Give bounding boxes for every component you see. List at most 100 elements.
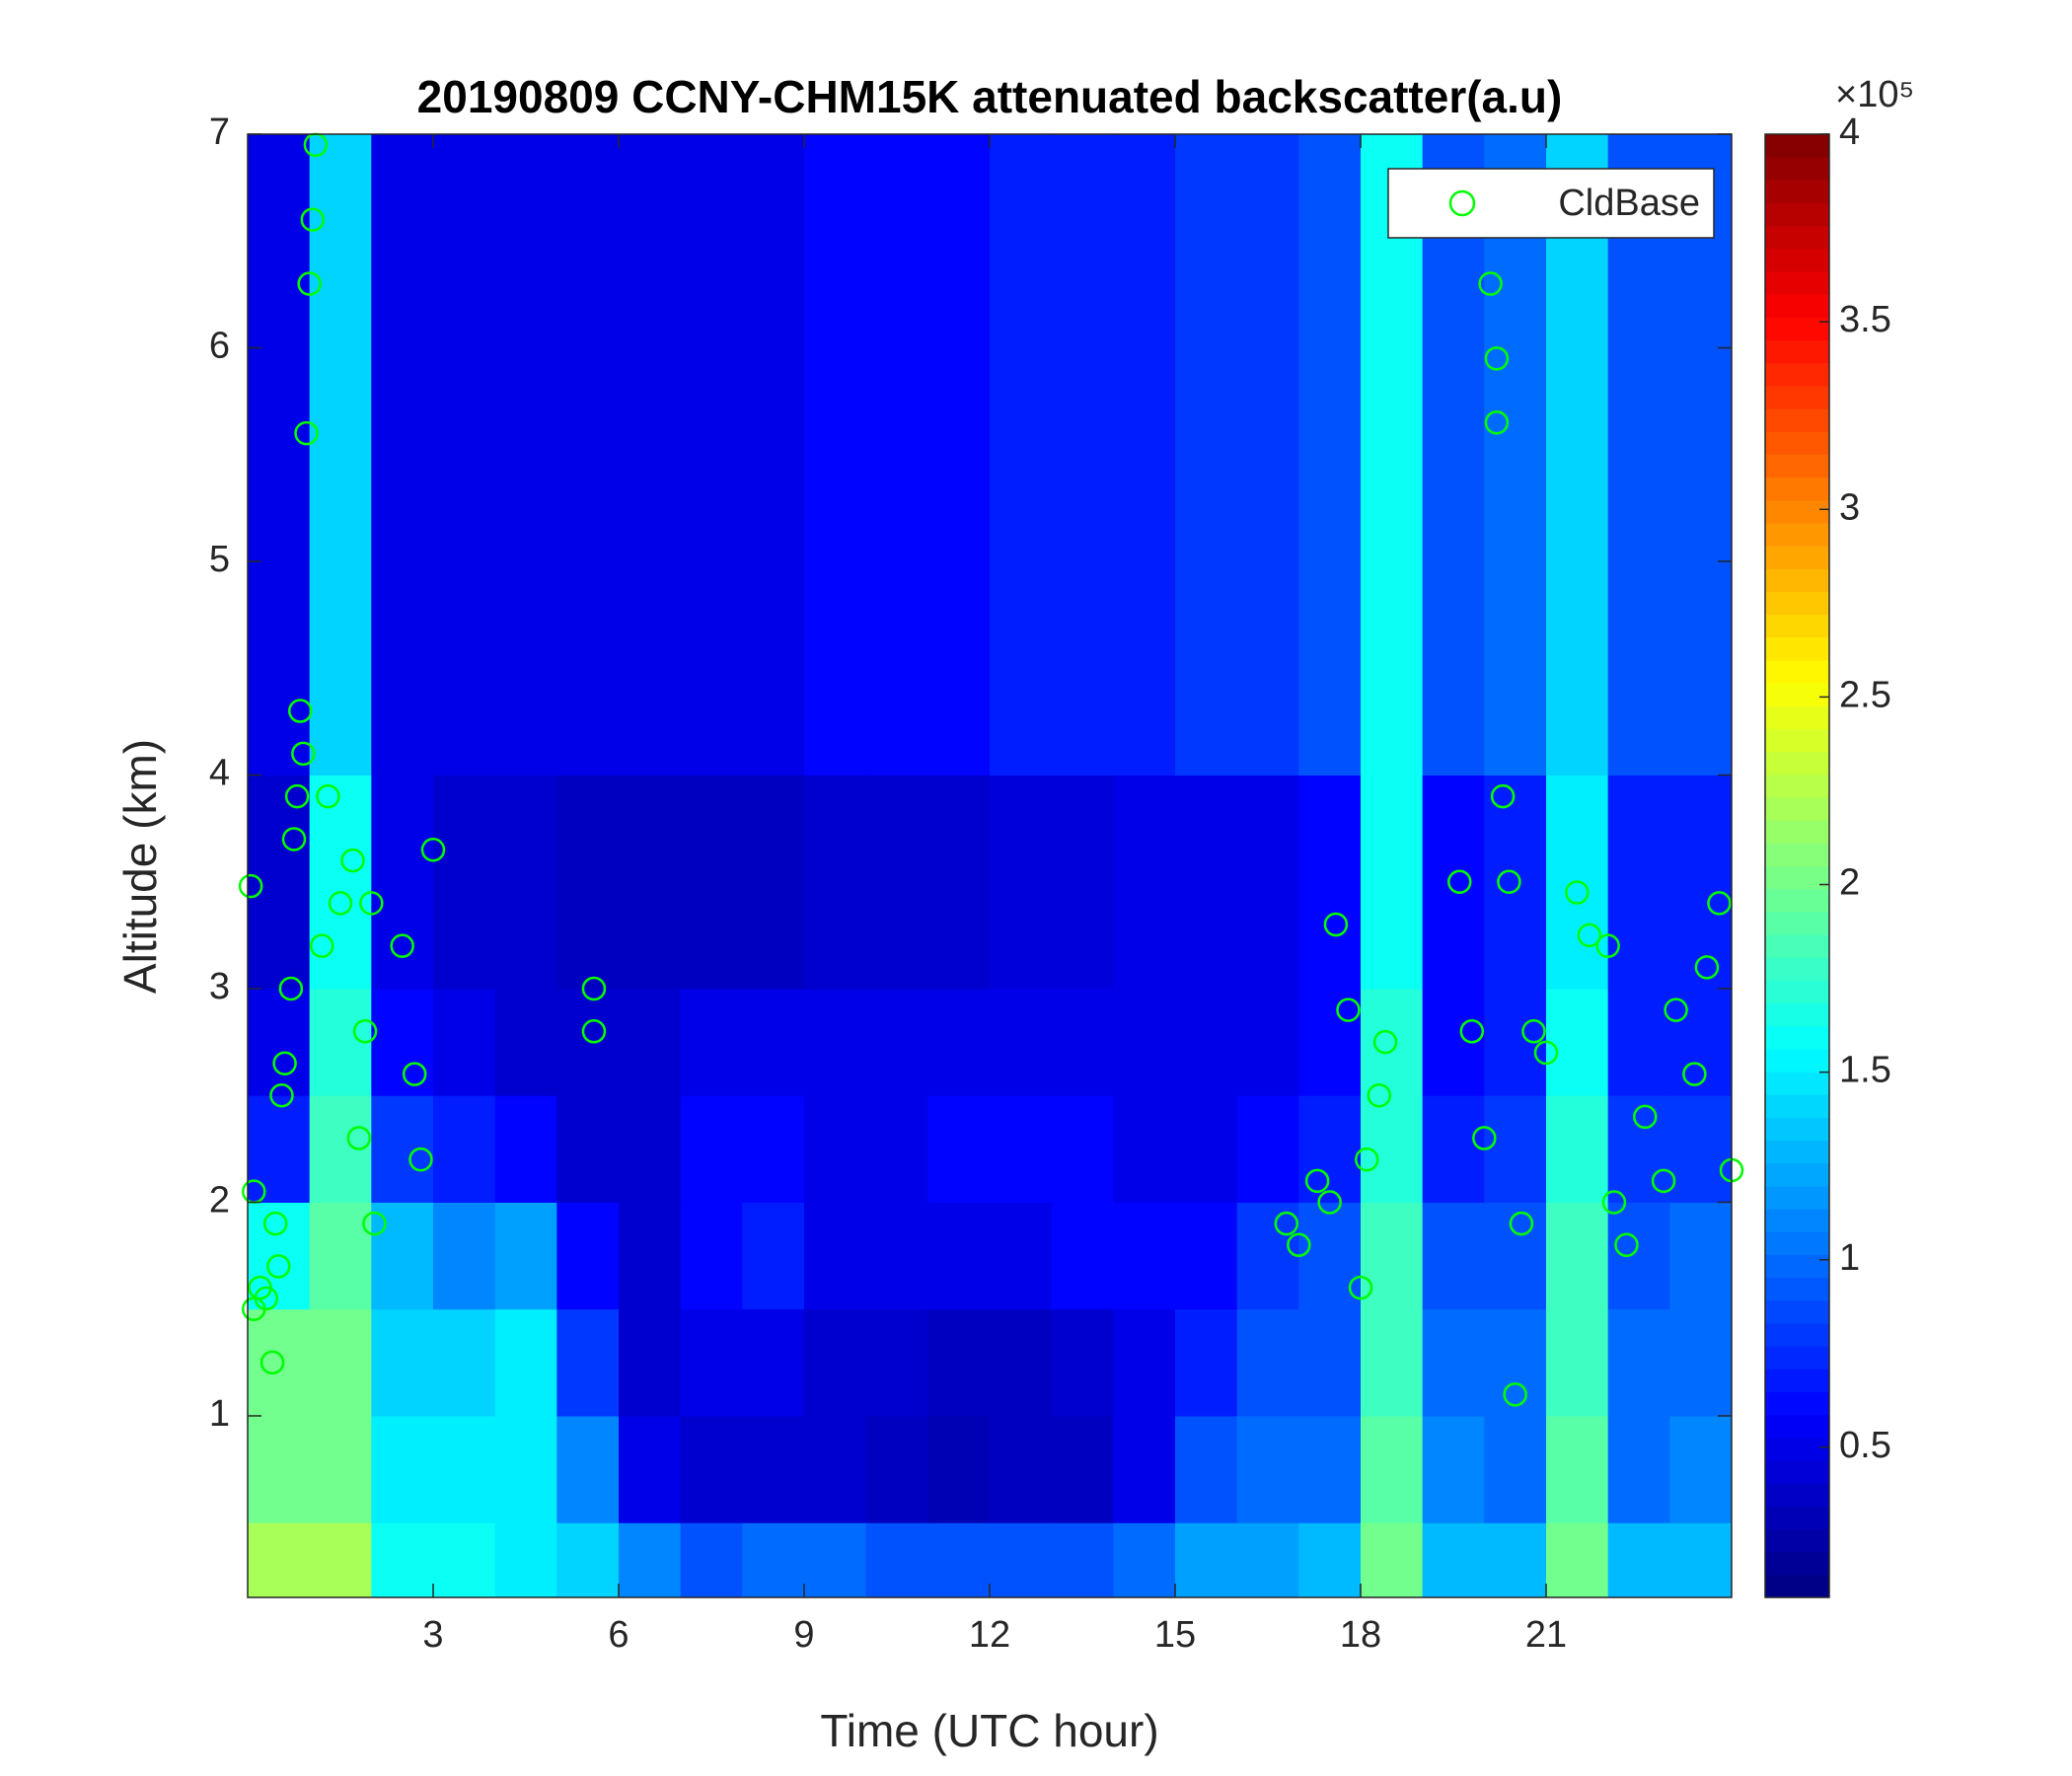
heatmap-cell <box>1236 1522 1299 1598</box>
heatmap-cell <box>1298 988 1362 1096</box>
heatmap-cell <box>309 1202 372 1310</box>
colorbar-step <box>1765 957 1829 981</box>
heatmap-cell <box>1361 1415 1424 1523</box>
heatmap-cell <box>1113 1415 1176 1523</box>
colorbar-step <box>1765 1094 1829 1118</box>
heatmap-cell <box>494 1308 557 1417</box>
heatmap-cell <box>619 1522 682 1598</box>
heatmap-cell <box>865 1095 928 1203</box>
cloud-base-point <box>281 827 307 851</box>
colorbar-step <box>1765 1025 1829 1050</box>
heatmap-cell <box>1484 1202 1547 1310</box>
heatmap-cell <box>742 1308 805 1417</box>
heatmap-cell <box>1361 134 1424 776</box>
cloud-base-point <box>262 1211 288 1236</box>
colorbar-step <box>1765 1277 1829 1301</box>
heatmap-cell <box>680 134 743 776</box>
colorbar-step <box>1765 1002 1829 1027</box>
cloud-base-point <box>1577 923 1602 948</box>
heatmap-cell <box>371 775 434 990</box>
heatmap-cell <box>248 775 311 990</box>
colorbar-step <box>1765 636 1829 661</box>
cloud-base-point <box>1317 1190 1342 1215</box>
cloud-base-point <box>1533 1040 1559 1066</box>
cloud-base-point <box>316 783 340 809</box>
cloud-base-point <box>1633 1104 1658 1130</box>
cloud-base-point <box>1336 998 1361 1022</box>
heatmap-cell <box>248 1308 311 1417</box>
y-tick-label: 6 <box>209 326 230 367</box>
colorbar-step <box>1765 225 1829 250</box>
colorbar-step <box>1765 705 1829 729</box>
heatmap-cell <box>309 1415 372 1523</box>
heatmap-cell <box>1051 1202 1114 1310</box>
heatmap-cell <box>1051 1095 1114 1203</box>
colorbar-step <box>1765 1322 1829 1347</box>
heatmap-cell <box>990 775 1053 990</box>
cloud-base-point <box>1472 1126 1497 1150</box>
heatmap-cell <box>433 1415 496 1523</box>
cloud-base-point <box>1682 1062 1707 1086</box>
colorbar-step <box>1765 1140 1829 1164</box>
cloud-base-point <box>272 1051 297 1076</box>
chart-title: 20190809 CCNY-CHM15K attenuated backscat… <box>417 71 1563 122</box>
heatmap-cell <box>742 988 805 1096</box>
colorbar-step <box>1765 317 1829 341</box>
colorbar-step <box>1765 362 1829 387</box>
heatmap-cell <box>742 1095 805 1203</box>
heatmap-cell <box>1422 1522 1485 1598</box>
heatmap-cell <box>556 1202 620 1310</box>
heatmap-cell <box>619 134 682 776</box>
heatmap-cell <box>1361 1308 1424 1417</box>
heatmap-cell <box>865 1415 928 1523</box>
heatmap-cell <box>371 1202 434 1310</box>
colorbar-step <box>1765 294 1829 318</box>
cloud-base-point <box>1484 410 1510 435</box>
colorbar-step <box>1765 659 1829 684</box>
heatmap-cell <box>494 1522 557 1598</box>
colorbar-step <box>1765 180 1829 204</box>
heatmap-cell <box>1298 1415 1362 1523</box>
heatmap-cell <box>680 1522 743 1598</box>
heatmap-cell <box>1175 1202 1238 1310</box>
heatmap-cell <box>1175 134 1238 776</box>
cloud-base-point <box>1287 1232 1311 1258</box>
cloud-base-point <box>1490 783 1516 809</box>
cloud-base-point <box>1372 1029 1398 1055</box>
heatmap-cell <box>990 988 1053 1096</box>
cloud-base-point <box>328 891 353 916</box>
heatmap-cell <box>1607 1522 1670 1598</box>
cloud-base-point <box>254 1286 279 1311</box>
colorbar-step <box>1765 1506 1829 1529</box>
heatmap-cell <box>1113 1522 1176 1598</box>
heatmap-cell <box>248 988 311 1096</box>
heatmap-cell <box>865 1202 928 1310</box>
heatmap-cell <box>804 1415 867 1523</box>
heatmap-cell <box>1484 1522 1547 1598</box>
colorbar-exponent: ×10⁵ <box>1835 74 1914 115</box>
heatmap-cell <box>1607 775 1670 990</box>
heatmap-cell <box>990 1522 1053 1598</box>
heatmap-cell <box>433 988 496 1096</box>
heatmap <box>248 134 1733 1598</box>
colorbar-step <box>1765 1574 1829 1598</box>
heatmap-cell <box>1113 1202 1176 1310</box>
heatmap-cell <box>1236 775 1299 990</box>
y-tick-label: 3 <box>209 966 230 1007</box>
colorbar-step <box>1765 1299 1829 1324</box>
heatmap-cell <box>1175 1522 1238 1598</box>
y-tick-label: 7 <box>209 111 230 153</box>
heatmap-cell <box>1669 988 1733 1096</box>
cloud-base-point <box>1614 1232 1639 1258</box>
heatmap-cell <box>1361 988 1424 1096</box>
heatmap-cell <box>494 134 557 776</box>
legend-marker <box>1448 189 1476 217</box>
heatmap-cell <box>680 1095 743 1203</box>
heatmap-cell <box>990 1415 1053 1523</box>
colorbar-step <box>1765 1437 1829 1461</box>
colorbar-step <box>1765 591 1829 616</box>
colorbar-step <box>1765 1231 1829 1255</box>
heatmap-cell <box>556 1095 620 1203</box>
legend-label: CldBase <box>1558 183 1700 224</box>
legend: CldBase <box>1387 168 1715 239</box>
